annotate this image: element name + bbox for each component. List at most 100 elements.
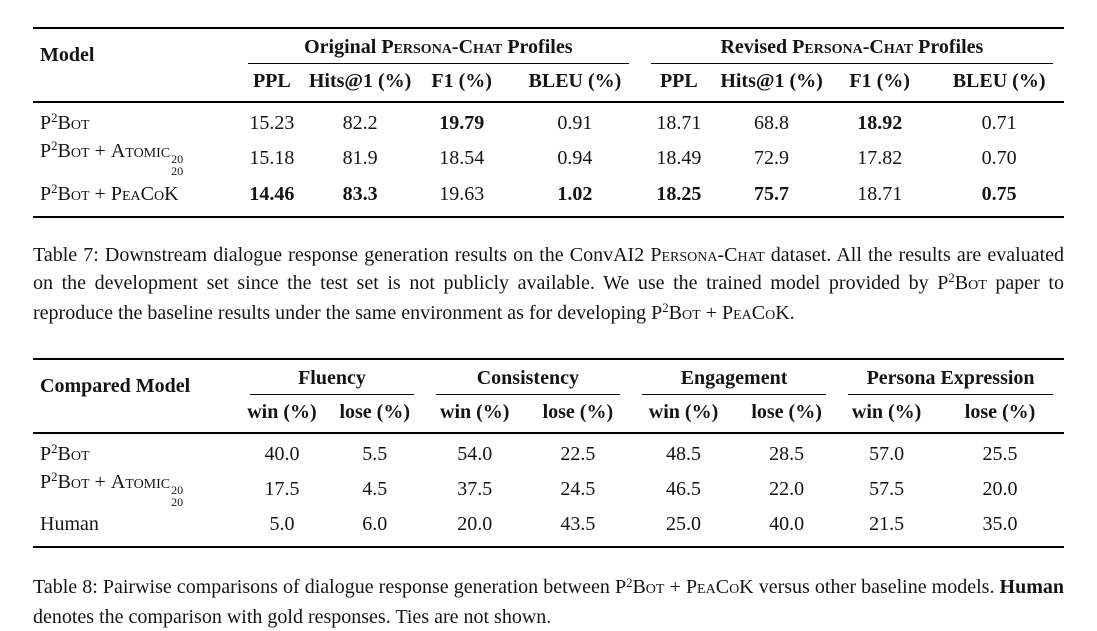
col-header-win: win (%) (837, 394, 937, 434)
table7-caption: Table 7: Downstream dialogue response ge… (33, 243, 1065, 324)
metric-value: 28.5 (769, 442, 805, 465)
metric-value: 0.70 (981, 147, 1017, 170)
table7-group-header-row: Model Original Persona-Chat Profiles Rev… (33, 28, 1064, 103)
metric-value: 46.5 (666, 478, 702, 501)
col-header-hits: Hits@1 (%) (306, 64, 414, 103)
metric-value: 72.9 (754, 147, 790, 170)
metric-value: 1.02 (557, 182, 593, 205)
col-header-bleu: BLEU (%) (934, 64, 1064, 103)
metric-value: 57.0 (869, 442, 905, 465)
metric-value: 19.63 (439, 182, 485, 205)
col-header-ppl: PPL (236, 64, 307, 103)
model-name: Human (40, 513, 99, 536)
metric-value: 15.23 (249, 112, 295, 134)
metric-value: 0.91 (557, 112, 593, 134)
table7-group-original: Original Persona-Chat Profiles (237, 28, 640, 64)
metric-value: 21.5 (869, 513, 905, 536)
superscript-subscript-stack: 20 20 (171, 482, 184, 510)
metric-value: 43.5 (560, 513, 596, 536)
metric-value: 18.92 (857, 112, 903, 134)
col-header-lose: lose (%) (936, 394, 1064, 434)
metric-value: 5.5 (362, 442, 388, 465)
metric-value: 48.5 (666, 442, 702, 465)
metric-value: 0.94 (557, 147, 593, 170)
table7-model-header: Model (33, 28, 237, 103)
table-row: P2Bot 40.0 5.5 54.0 22.5 48.5 28.5 57.0 25.5 (33, 433, 1064, 469)
metric-value: 15.18 (249, 147, 295, 170)
col-header-f1: F1 (%) (825, 64, 935, 103)
group-label: Consistency (435, 367, 620, 395)
metric-value: 6.0 (362, 513, 388, 536)
table7-group-revised: Revised Persona-Chat Profiles (640, 28, 1064, 64)
metric-value: 81.9 (342, 147, 378, 170)
metric-value: 4.5 (362, 478, 388, 501)
model-name: P2Bot + Atomic 20 20 (40, 470, 184, 510)
metric-value: 0.71 (981, 112, 1017, 134)
metric-value: 82.2 (342, 112, 378, 134)
metric-value: 35.0 (982, 513, 1018, 536)
table-row: P2Bot 15.23 82.2 19.79 0.91 18.71 68.8 18.92 0.7… (33, 102, 1064, 138)
metric-value: 68.8 (754, 112, 790, 134)
metric-value: 18.54 (439, 147, 485, 170)
group-label: Persona Expression (848, 367, 1053, 395)
metric-value: 17.5 (264, 478, 300, 501)
metric-value: 37.5 (457, 478, 493, 501)
metric-value: 22.5 (560, 442, 596, 465)
model-name: P2Bot + Atomic 20 20 (40, 139, 184, 179)
table8-group-fluency: Fluency (239, 359, 425, 395)
group-label: Engagement (641, 367, 827, 395)
metric-value: 22.0 (769, 478, 805, 501)
col-header-f1: F1 (%) (413, 64, 511, 103)
superscript-subscript-stack: 20 20 (171, 152, 184, 179)
metric-value: 5.0 (269, 513, 295, 536)
table8-caption: Table 8: Pairwise comparisons of dialogu… (33, 575, 1065, 629)
table8-subheader-row: win (%) lose (%) win (%) lose (%) win (%… (33, 394, 1064, 434)
group-label: Original Persona-Chat Profiles (247, 36, 629, 64)
table8-group-header-row: Compared Model Fluency Consistency Engag… (33, 358, 1064, 434)
metric-value: 20.0 (982, 478, 1018, 501)
table-row: P2Bot + Atomic 20 20 15.18 81.9 18.54 0.94 18.4… (33, 138, 1064, 181)
metric-value: 40.0 (769, 513, 805, 536)
col-header-lose: lose (%) (736, 394, 838, 434)
metric-value: 20.0 (457, 513, 493, 536)
col-header-win: win (%) (424, 394, 525, 434)
table8-group-consistency: Consistency (425, 359, 631, 395)
metric-value: 83.3 (342, 182, 378, 205)
table7-section: Model Original Persona-Chat Profiles Rev… (33, 27, 1064, 329)
col-header-hits: Hits@1 (%) (717, 64, 826, 103)
table7: Model Original Persona-Chat Profiles Rev… (33, 27, 1064, 218)
table-row: P2Bot + PeaCoK 14.46 83.3 19.63 1.02 18.25 75.… (33, 180, 1064, 217)
col-header-win: win (%) (630, 394, 737, 434)
model-name: P2Bot (40, 442, 90, 465)
table7-subheader-row: PPL Hits@1 (%) F1 (%) BLEU (%) PPL Hits@… (33, 64, 1064, 103)
model-name: P2Bot (40, 111, 90, 134)
metric-value: 17.82 (857, 147, 903, 170)
metric-value: 25.5 (982, 442, 1018, 465)
metric-value: 18.71 (857, 182, 903, 205)
metric-value: 57.5 (869, 478, 905, 501)
metric-value: 25.0 (666, 513, 702, 536)
table8-group-engagement: Engagement (631, 359, 837, 395)
col-header-ppl: PPL (639, 64, 718, 103)
metric-value: 18.25 (656, 182, 702, 205)
metric-value: 24.5 (560, 478, 596, 501)
metric-value: 18.71 (656, 112, 702, 134)
col-header-lose: lose (%) (324, 394, 425, 434)
table8-model-header: Compared Model (33, 358, 240, 434)
metric-value: 18.49 (656, 147, 702, 170)
col-header-lose: lose (%) (524, 394, 631, 434)
model-name: P2Bot + PeaCoK (40, 182, 179, 205)
col-header-win: win (%) (239, 394, 325, 434)
table8-group-persona-expression: Persona Expression (837, 359, 1064, 395)
metric-value: 40.0 (264, 442, 300, 465)
metric-value: 54.0 (457, 442, 493, 465)
group-label: Fluency (250, 367, 414, 395)
table8: Compared Model Fluency Consistency Engag… (33, 357, 1064, 549)
table8-section: Compared Model Fluency Consistency Engag… (33, 357, 1065, 631)
group-label: Revised Persona-Chat Profiles (650, 36, 1053, 64)
table-row: P2Bot + Atomic 20 20 17.5 4.5 37.5 24.5 46.5 22.… (33, 468, 1064, 511)
metric-value: 19.79 (439, 112, 485, 134)
metric-value: 75.7 (754, 182, 790, 205)
metric-value: 14.46 (249, 182, 295, 205)
metric-value: 0.75 (981, 182, 1017, 205)
